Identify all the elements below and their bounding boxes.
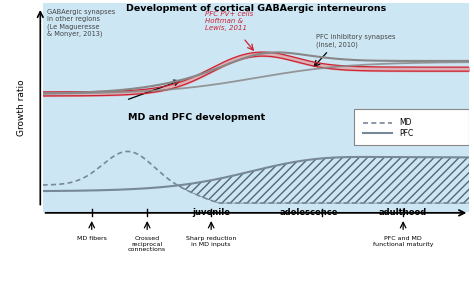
Text: PFC: PFC	[399, 129, 413, 138]
Text: adolescence: adolescence	[280, 208, 338, 217]
Text: GABAergic synapses
in other regions
(Le Magueresse
& Monyer, 2013): GABAergic synapses in other regions (Le …	[47, 9, 115, 37]
Text: adulthood: adulthood	[379, 208, 427, 217]
Text: Growth ratio: Growth ratio	[17, 79, 26, 136]
Text: PFC and MD
functional maturity: PFC and MD functional maturity	[373, 236, 433, 247]
FancyBboxPatch shape	[34, 109, 474, 216]
Text: juvenile: juvenile	[192, 208, 230, 217]
Text: PFC inhibitory synapses
(Insel, 2010): PFC inhibitory synapses (Insel, 2010)	[316, 34, 395, 48]
Text: MD and PFC development: MD and PFC development	[128, 113, 265, 121]
Text: Sharp reduction
in MD inputs: Sharp reduction in MD inputs	[186, 236, 237, 247]
FancyBboxPatch shape	[354, 109, 469, 145]
FancyBboxPatch shape	[34, 0, 474, 111]
Text: MD: MD	[399, 118, 411, 128]
Text: Crossed
reciprocal
connections: Crossed reciprocal connections	[128, 236, 166, 252]
Text: MD fibers: MD fibers	[77, 236, 107, 241]
Text: Development of cortical GABAergic interneurons: Development of cortical GABAergic intern…	[126, 4, 386, 13]
Text: PFC PV+ cells
Hoftman &
Lewis, 2011: PFC PV+ cells Hoftman & Lewis, 2011	[205, 11, 253, 31]
